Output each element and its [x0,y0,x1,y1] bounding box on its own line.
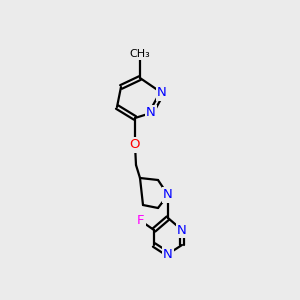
Text: N: N [177,224,187,236]
Text: CH₃: CH₃ [130,49,150,59]
Text: O: O [130,139,140,152]
Text: N: N [146,106,156,119]
Text: N: N [163,188,173,202]
Text: N: N [157,86,167,100]
Text: N: N [163,248,173,260]
Text: F: F [137,214,145,227]
